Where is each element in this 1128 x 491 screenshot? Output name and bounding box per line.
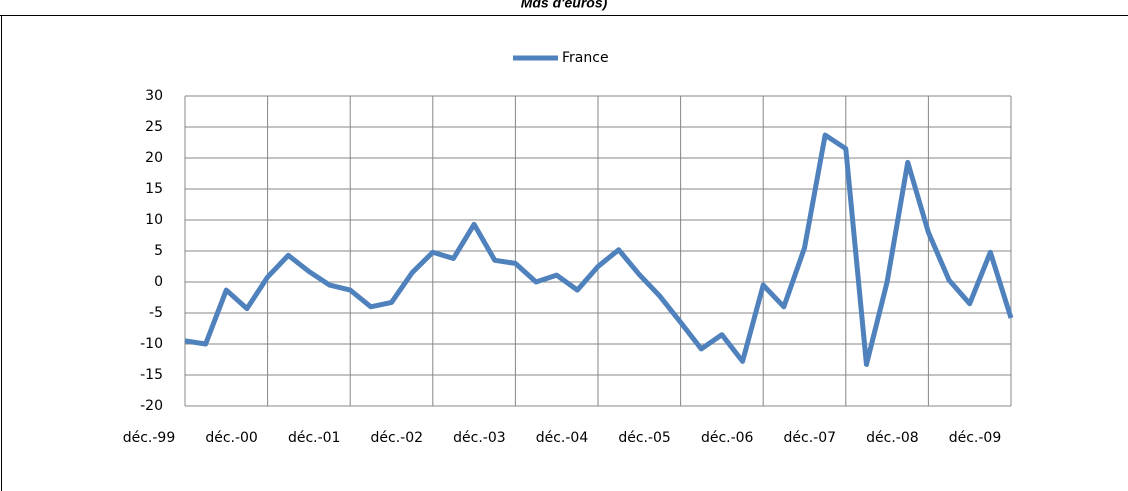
y-tick-label: 20: [145, 150, 163, 166]
y-tick-label: -5: [149, 305, 163, 321]
chart-title: Mds d'euros): [521, 0, 608, 11]
y-tick-label: 25: [145, 119, 163, 135]
y-tick-label: -20: [140, 398, 163, 414]
x-tick-label: déc.-99: [123, 430, 176, 446]
x-tick-label: déc.-07: [784, 430, 837, 446]
legend-label: France: [562, 50, 609, 66]
x-tick-label: déc.-06: [701, 430, 754, 446]
y-tick-label: 15: [145, 181, 163, 197]
y-tick-label: 5: [154, 243, 163, 259]
x-tick-label: déc.-09: [949, 430, 1002, 446]
x-tick-label: déc.-02: [371, 430, 424, 446]
y-tick-label: -15: [140, 367, 163, 383]
x-tick-label: déc.-05: [618, 430, 671, 446]
x-tick-label: déc.-03: [453, 430, 506, 446]
y-tick-label: -10: [140, 336, 163, 352]
x-tick-label: déc.-04: [536, 430, 589, 446]
y-tick-label: 30: [145, 88, 163, 104]
x-tick-label: déc.-01: [288, 430, 341, 446]
y-tick-label: 0: [154, 274, 163, 290]
x-tick-label: déc.-00: [205, 430, 258, 446]
data-line: [184, 132, 1014, 367]
x-tick-label: déc.-08: [866, 430, 919, 446]
y-tick-label: 10: [145, 212, 163, 228]
